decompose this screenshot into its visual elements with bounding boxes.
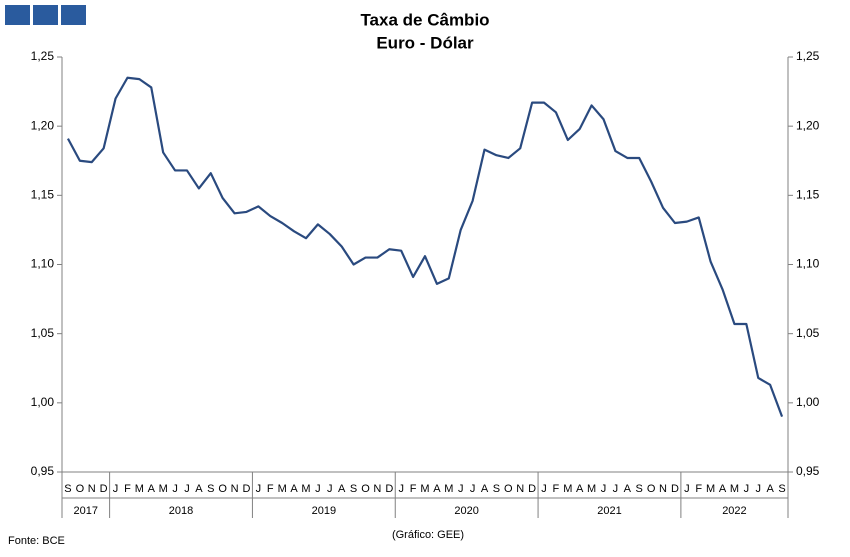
y-tick-label: 1,15 xyxy=(31,188,55,202)
x-tick-label: J xyxy=(684,483,690,495)
y-tick-label: 1,10 xyxy=(31,257,55,271)
y2-tick-label: 1,00 xyxy=(796,395,820,409)
year-label: 2021 xyxy=(597,505,621,517)
x-tick-label: O xyxy=(218,483,227,495)
source: Fonte: BCE xyxy=(8,535,65,547)
x-tick-label: O xyxy=(361,483,370,495)
x-tick-label: A xyxy=(290,483,298,495)
x-tick-label: O xyxy=(76,483,85,495)
y-tick-label: 1,00 xyxy=(31,395,55,409)
x-tick-label: M xyxy=(730,483,739,495)
y2-tick-label: 1,20 xyxy=(796,118,820,132)
x-tick-label: O xyxy=(647,483,656,495)
x-tick-label: A xyxy=(624,483,632,495)
y-tick-label: 1,05 xyxy=(31,326,55,340)
x-tick-label: F xyxy=(695,483,702,495)
x-tick-label: S xyxy=(778,483,785,495)
x-tick-label: J xyxy=(470,483,476,495)
x-tick-label: A xyxy=(719,483,727,495)
x-tick-label: F xyxy=(267,483,274,495)
y2-tick-label: 1,05 xyxy=(796,326,820,340)
chart-title: Taxa de Câmbio xyxy=(360,10,489,29)
x-tick-label: M xyxy=(420,483,429,495)
x-tick-label: A xyxy=(148,483,156,495)
x-tick-label: J xyxy=(184,483,190,495)
x-tick-label: J xyxy=(256,483,262,495)
x-tick-label: J xyxy=(398,483,404,495)
x-tick-label: J xyxy=(755,483,761,495)
x-tick-label: M xyxy=(587,483,596,495)
x-tick-label: S xyxy=(207,483,214,495)
x-tick-label: A xyxy=(195,483,203,495)
x-tick-label: J xyxy=(541,483,547,495)
x-tick-label: M xyxy=(159,483,168,495)
x-tick-label: F xyxy=(410,483,417,495)
year-label: 2019 xyxy=(312,505,336,517)
x-tick-label: A xyxy=(433,483,441,495)
y2-tick-label: 1,15 xyxy=(796,188,820,202)
x-tick-label: F xyxy=(124,483,131,495)
x-tick-label: S xyxy=(636,483,643,495)
y2-tick-label: 1,25 xyxy=(796,49,820,63)
chart-subtitle: Euro - Dólar xyxy=(376,33,474,52)
x-tick-label: M xyxy=(301,483,310,495)
x-tick-label: J xyxy=(601,483,607,495)
x-tick-label: A xyxy=(576,483,584,495)
x-tick-label: F xyxy=(553,483,560,495)
x-tick-label: D xyxy=(528,483,536,495)
x-tick-label: J xyxy=(613,483,619,495)
x-tick-label: N xyxy=(231,483,239,495)
data-line xyxy=(66,76,784,418)
logo-block xyxy=(33,5,58,25)
credit: (Gráfico: GEE) xyxy=(392,529,464,541)
x-tick-label: A xyxy=(338,483,346,495)
x-tick-label: J xyxy=(327,483,333,495)
x-tick-label: N xyxy=(659,483,667,495)
logo-block xyxy=(61,5,86,25)
y-tick-label: 0,95 xyxy=(31,464,55,478)
year-label: 2017 xyxy=(74,505,98,517)
x-tick-label: M xyxy=(563,483,572,495)
x-tick-label: D xyxy=(242,483,250,495)
y2-tick-label: 1,10 xyxy=(796,257,820,271)
y-tick-label: 1,25 xyxy=(31,49,55,63)
x-tick-label: D xyxy=(671,483,679,495)
x-tick-label: N xyxy=(88,483,96,495)
x-tick-label: J xyxy=(744,483,750,495)
logo-block xyxy=(5,5,30,25)
x-tick-label: S xyxy=(64,483,71,495)
x-tick-label: S xyxy=(350,483,357,495)
x-tick-label: J xyxy=(315,483,321,495)
x-tick-label: S xyxy=(493,483,500,495)
x-tick-label: D xyxy=(100,483,108,495)
year-label: 2018 xyxy=(169,505,193,517)
x-tick-label: J xyxy=(172,483,178,495)
x-tick-label: M xyxy=(706,483,715,495)
x-tick-label: D xyxy=(385,483,393,495)
x-tick-label: N xyxy=(373,483,381,495)
x-tick-label: J xyxy=(458,483,464,495)
x-tick-label: M xyxy=(135,483,144,495)
x-tick-label: O xyxy=(504,483,513,495)
y2-tick-label: 0,95 xyxy=(796,464,820,478)
x-tick-label: A xyxy=(481,483,489,495)
x-tick-label: N xyxy=(516,483,524,495)
y-tick-label: 1,20 xyxy=(31,118,55,132)
year-label: 2022 xyxy=(722,505,746,517)
x-tick-label: M xyxy=(278,483,287,495)
x-tick-label: A xyxy=(766,483,774,495)
x-tick-label: J xyxy=(113,483,119,495)
year-label: 2020 xyxy=(454,505,478,517)
x-tick-label: M xyxy=(444,483,453,495)
